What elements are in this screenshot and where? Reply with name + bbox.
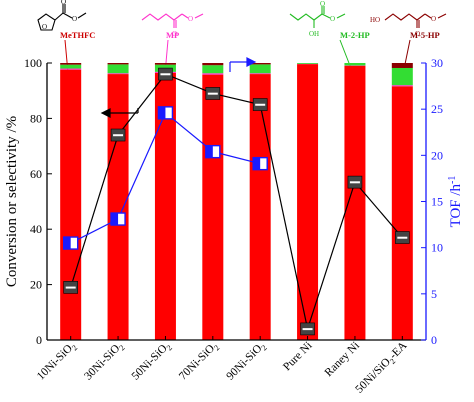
y2-tick-label-25: 25 (431, 102, 443, 116)
bar-methfc-5 (297, 64, 319, 340)
point-conversion-5 (300, 322, 315, 336)
structure-m5hp-o2: O (431, 15, 436, 23)
point-conversion-1 (110, 128, 126, 142)
structure-m2hp (289, 6, 346, 28)
marker-stripe (302, 328, 313, 331)
bar-mp-1 (107, 73, 129, 75)
bar-methfc-1 (107, 74, 129, 340)
marker-half (253, 157, 261, 170)
structure-mp (141, 13, 204, 28)
bar-methfc-3 (202, 74, 224, 340)
point-conversion-3 (205, 87, 221, 100)
x-tick-label-7: 50Ni/SiO2-EA (353, 339, 411, 397)
label-mp: MP (166, 30, 179, 40)
y-axis-label: Conversion or selectivity /% (4, 116, 20, 287)
bar-m-5-hp-2 (154, 63, 176, 65)
point-conversion-0 (63, 281, 78, 294)
marker-stripe (207, 92, 218, 95)
bar-m-2-hp-7 (391, 67, 413, 86)
y2-tick-label-15: 15 (431, 195, 443, 209)
point-tof-1 (110, 212, 126, 226)
bar-m-2-hp-1 (107, 64, 129, 74)
y-tick-label-40: 40 (30, 222, 42, 236)
left-axis-arrow (100, 108, 139, 118)
bar-mp-0 (60, 68, 82, 70)
structure-mp-o2: O (188, 15, 193, 23)
structure-methfc-o1: O (61, 0, 66, 6)
y2-tick-label-30: 30 (431, 56, 443, 70)
x-tick-label-6: Raney Ni (323, 340, 362, 379)
x-tick-label-1: 30Ni-SiO2 (82, 340, 126, 384)
bar-m-5-hp-4 (249, 63, 271, 65)
marker-stripe (113, 134, 124, 137)
y2-tick-label-10: 10 (431, 241, 443, 255)
right-axis-arrow (229, 57, 257, 72)
marker-stripe (160, 73, 171, 76)
bar-mp-4 (249, 73, 271, 75)
line-layer (62, 67, 410, 336)
y-tick-label-0: 0 (36, 333, 42, 347)
bar-m-2-hp-5 (297, 63, 319, 64)
bar-m-2-hp-3 (202, 65, 224, 74)
point-conversion-7 (395, 231, 410, 244)
bar-methfc-2 (154, 72, 176, 341)
point-conversion-2 (158, 67, 173, 81)
point-tof-4 (252, 156, 268, 171)
point-tof-2 (157, 106, 174, 120)
bar-m-2-hp-6 (344, 63, 366, 66)
structure-m2hp-o2: O (330, 15, 335, 23)
y-tick-label-80: 80 (30, 111, 42, 125)
bar-m-2-hp-4 (249, 64, 271, 74)
marker-half (63, 237, 71, 250)
bar-methfc-0 (60, 69, 82, 340)
bar-m-2-hp-0 (60, 64, 82, 69)
label-m2hp: M-2-HP (340, 30, 370, 40)
structure-m5hp (384, 13, 447, 28)
bar-m-5-hp-3 (202, 63, 224, 66)
label-m5hp: M-5-HP (410, 30, 440, 40)
label-methfc: MeTHFC (60, 30, 95, 40)
structure-m2hp-oh: OH (309, 30, 319, 38)
bar-m-5-hp-0 (60, 63, 82, 65)
marker-half (205, 145, 213, 158)
y2-tick-label-5: 5 (431, 287, 437, 301)
x-tick-label-3: 70Ni-SiO2 (177, 340, 221, 384)
marker-stripe (255, 103, 266, 106)
bar-mp-3 (202, 73, 224, 75)
marker-half (158, 106, 166, 119)
y-tick-label-20: 20 (30, 278, 42, 292)
x-tick-label-5: Pure Ni (281, 340, 315, 374)
structure-m2hp-o1: O (320, 0, 325, 8)
y2-tick-label-20: 20 (431, 148, 443, 162)
marker-stripe (397, 236, 408, 239)
svg-text:O: O (42, 23, 47, 31)
bar-methfc-4 (249, 74, 271, 340)
bar-mp-7 (391, 85, 413, 87)
y-tick-label-100: 100 (24, 56, 42, 70)
y-tick-label-60: 60 (30, 167, 42, 181)
bar-methfc-6 (344, 65, 366, 341)
structure-mp-o1: O (172, 30, 177, 38)
structure-methfc-o2: O (72, 15, 77, 23)
point-conversion-4 (252, 98, 268, 111)
bar-m-5-hp-1 (107, 63, 129, 65)
x-tick-label-2: 50Ni-SiO2 (130, 340, 174, 384)
y2-tick-label-0: 0 (431, 333, 437, 347)
series-line-conversion (70, 73, 403, 332)
point-tof-3 (205, 144, 221, 159)
marker-half (111, 213, 119, 226)
structure-m5hp-ho: HO (370, 16, 380, 24)
marker-stripe (65, 286, 76, 289)
x-tick-label-4: 90Ni-SiO2 (224, 340, 268, 384)
bar-layer (60, 63, 413, 341)
y2-axis-label: TOF /h-1 (447, 176, 464, 228)
bar-m-5-hp-7 (391, 63, 413, 68)
structure-m5hp-o1: O (415, 30, 420, 38)
marker-stripe (349, 181, 360, 184)
point-tof-0 (62, 236, 79, 250)
structure-methfc: O (37, 4, 87, 31)
bar-methfc-7 (391, 86, 413, 340)
point-conversion-6 (347, 175, 363, 189)
